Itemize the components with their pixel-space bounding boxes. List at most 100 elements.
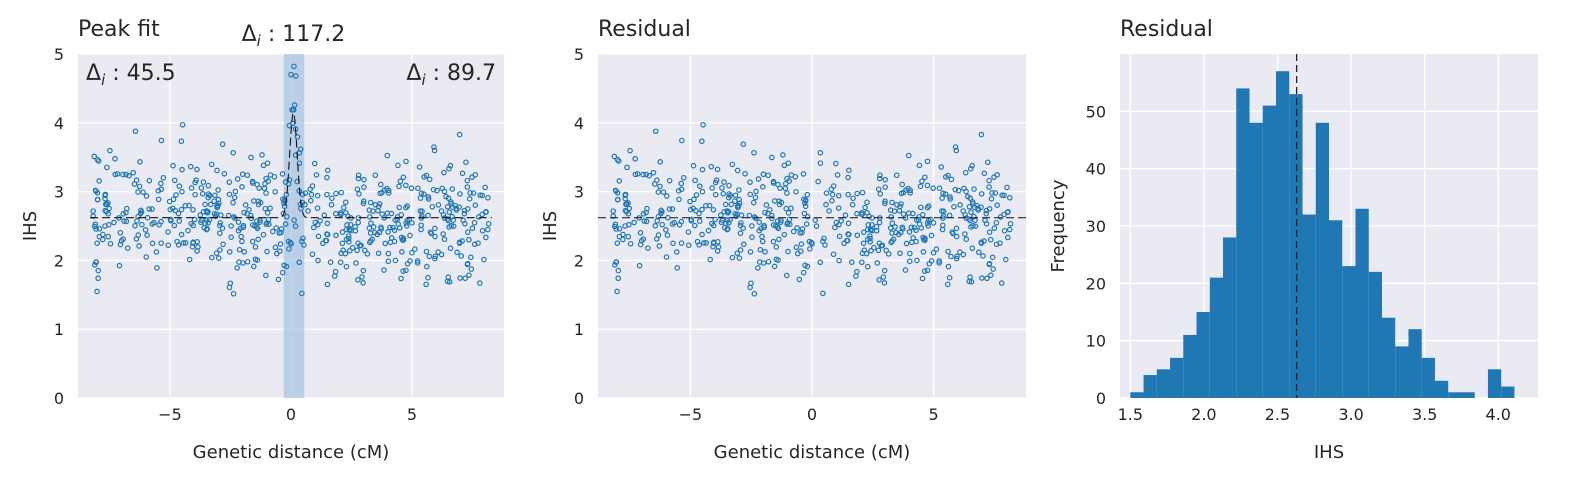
data-point [738, 220, 744, 226]
y-tick-label: 10 [1086, 332, 1106, 351]
data-point [962, 169, 969, 176]
data-point [907, 250, 913, 257]
data-point [94, 196, 101, 203]
data-point [962, 231, 968, 237]
data-point [178, 231, 185, 238]
data-point [670, 240, 676, 247]
data-point [614, 240, 621, 246]
data-point [186, 256, 193, 263]
data-point [1001, 227, 1008, 234]
data-point [997, 214, 1004, 220]
data-point [614, 288, 620, 295]
data-point [700, 121, 706, 128]
data-point [308, 197, 314, 204]
histogram-bar [1381, 317, 1396, 398]
data-point [450, 204, 456, 211]
data-point [220, 241, 226, 248]
data-point [200, 179, 207, 185]
data-point [234, 265, 240, 271]
data-point [788, 172, 795, 178]
data-point [637, 229, 644, 236]
data-point [425, 194, 432, 200]
data-point [899, 224, 906, 231]
data-point [176, 183, 183, 189]
data-point [257, 219, 263, 225]
data-point [645, 245, 651, 251]
data-point [485, 220, 492, 227]
data-point [703, 240, 709, 246]
data-point [332, 268, 339, 275]
data-point [205, 182, 212, 189]
data-point [205, 220, 211, 226]
data-point [313, 172, 320, 178]
data-point [471, 241, 478, 248]
data-point [399, 249, 405, 255]
data-point [429, 203, 436, 210]
histogram-bar [1355, 208, 1369, 398]
data-point [804, 213, 811, 220]
data-point [699, 166, 706, 173]
data-point [267, 172, 274, 178]
histogram-bar [1408, 329, 1422, 398]
data-point [669, 206, 676, 212]
data-point [340, 204, 347, 211]
data-point [345, 233, 352, 239]
data-point [324, 167, 331, 174]
data-point [167, 206, 174, 213]
data-point [211, 198, 217, 204]
data-point [355, 276, 361, 283]
data-point [849, 201, 856, 208]
data-point [720, 190, 727, 197]
data-point [678, 186, 685, 193]
data-point [302, 190, 309, 196]
data-point [615, 275, 622, 282]
data-point [889, 238, 895, 244]
data-point [616, 233, 623, 240]
data-point [709, 185, 715, 191]
data-point [742, 170, 748, 177]
data-point [165, 229, 171, 235]
data-point [171, 177, 178, 184]
data-point [367, 238, 374, 244]
data-point [395, 162, 401, 169]
data-point [414, 258, 421, 264]
data-point [915, 216, 922, 223]
data-point [292, 152, 299, 158]
data-point [392, 257, 399, 264]
data-point [913, 227, 919, 234]
data-point [737, 230, 744, 237]
data-point [954, 253, 960, 260]
data-point [407, 258, 413, 264]
data-point [968, 209, 974, 215]
data-point [339, 229, 346, 235]
data-point [272, 244, 279, 251]
data-point [917, 204, 924, 211]
data-point [823, 190, 830, 196]
data-point [953, 225, 960, 232]
data-point [460, 217, 466, 224]
data-point [748, 280, 754, 287]
data-point [765, 258, 772, 265]
data-point [299, 290, 305, 297]
data-point [817, 259, 824, 266]
data-point [978, 191, 985, 197]
data-point [382, 240, 388, 247]
data-point [736, 187, 742, 193]
data-point [244, 258, 251, 265]
data-point [712, 179, 719, 186]
data-point [338, 211, 344, 218]
data-point [179, 166, 185, 173]
data-point [232, 188, 239, 195]
data-point [643, 218, 650, 225]
data-point [300, 235, 306, 242]
data-point [788, 205, 794, 212]
data-point [771, 263, 778, 270]
data-point [760, 171, 767, 178]
data-point [294, 134, 301, 140]
data-point [130, 169, 137, 176]
data-point [441, 169, 447, 176]
histogram-bar [1236, 88, 1250, 399]
data-point [414, 260, 421, 266]
data-point [676, 221, 683, 228]
data-point [418, 222, 424, 229]
